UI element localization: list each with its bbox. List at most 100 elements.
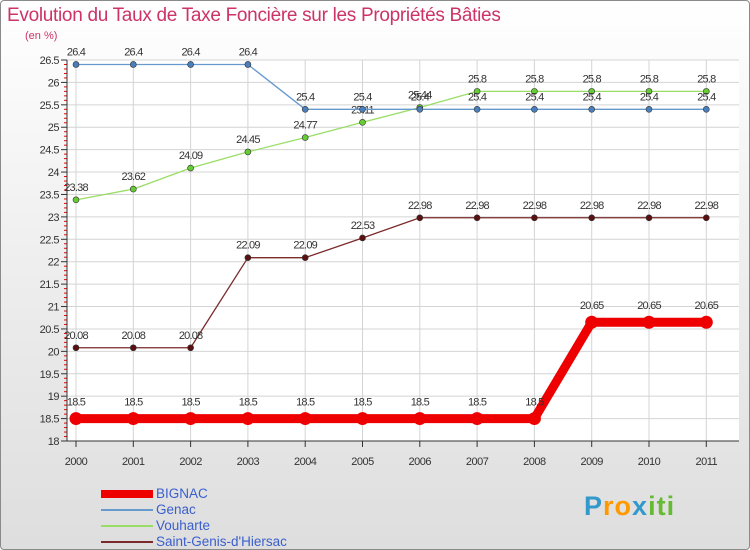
data-label: 18.5 <box>67 397 86 409</box>
y-tick-label: 19 <box>48 391 60 403</box>
data-point <box>699 315 713 329</box>
x-tick-label: 2007 <box>466 456 489 468</box>
data-label: 25.4 <box>411 91 430 103</box>
data-label: 26.4 <box>181 46 200 58</box>
series-line <box>71 317 711 424</box>
x-tick-label: 2006 <box>409 456 432 468</box>
y-tick-label: 25 <box>48 122 60 134</box>
data-point <box>187 164 194 172</box>
data-label: 23.38 <box>64 182 88 194</box>
data-point <box>69 412 83 426</box>
data-label: 18.5 <box>411 397 430 409</box>
x-tick-label: 2000 <box>65 456 88 468</box>
plot-area <box>67 60 739 441</box>
data-point <box>470 412 484 426</box>
data-point <box>473 106 481 113</box>
data-point <box>416 106 424 113</box>
data-point <box>359 234 366 242</box>
legend-item: Saint-Genis-d'Hiersac <box>101 534 287 550</box>
y-tick-label: 25.5 <box>40 100 60 112</box>
data-point <box>72 344 80 352</box>
legend-label: Genac <box>156 502 196 517</box>
data-label: 22.53 <box>351 220 375 232</box>
data-point <box>356 412 369 426</box>
data-label: 18.5 <box>181 397 200 409</box>
y-tick-label: 23 <box>48 212 60 224</box>
data-label: 22.09 <box>236 240 260 252</box>
logo-letter: i <box>666 491 676 521</box>
data-point <box>241 412 255 426</box>
data-point <box>645 106 653 113</box>
proxiti-logo: Proxiti <box>584 491 675 522</box>
legend-swatch <box>101 525 153 527</box>
y-tick-label: 20.5 <box>40 324 60 336</box>
data-point <box>301 254 309 261</box>
data-label: 22.98 <box>695 200 719 212</box>
data-point <box>588 88 596 95</box>
data-point <box>126 412 140 426</box>
data-label: 24.09 <box>179 150 203 162</box>
chart-title: Evolution du Taux de Taxe Foncière sur l… <box>7 5 501 26</box>
legend-swatch <box>101 541 153 543</box>
data-point <box>184 412 198 426</box>
logo-letter: x <box>632 491 649 521</box>
data-label: 25.4 <box>525 91 544 103</box>
data-point <box>187 344 194 352</box>
data-point <box>298 412 312 426</box>
data-label: 25.4 <box>296 91 315 103</box>
x-tick-label: 2005 <box>351 456 374 468</box>
data-point <box>244 148 252 156</box>
data-label: 22.98 <box>408 200 432 212</box>
x-tick-label: 2009 <box>580 456 603 468</box>
legend-swatch <box>101 490 153 498</box>
y-tick-label: 21.5 <box>40 279 60 291</box>
data-point <box>244 61 252 68</box>
y-tick-label: 22.5 <box>40 234 60 246</box>
data-point <box>531 88 538 95</box>
data-label: 24.45 <box>236 134 260 146</box>
data-point <box>702 88 710 95</box>
data-point <box>72 196 80 204</box>
data-label: 26.4 <box>239 46 258 58</box>
y-axis-unit-label: (en %) <box>25 30 58 42</box>
data-label: 20.08 <box>179 330 203 342</box>
x-tick-label: 2011 <box>695 456 717 468</box>
data-point <box>416 214 424 222</box>
legend-label: Vouharte <box>156 518 211 533</box>
data-label: 18.5 <box>468 397 487 409</box>
data-label: 25.4 <box>583 91 602 103</box>
data-label: 20.08 <box>122 330 146 342</box>
data-point <box>359 106 366 113</box>
legend-item: Vouharte <box>101 518 287 534</box>
data-label: 20.08 <box>64 330 88 342</box>
data-point <box>473 214 481 222</box>
data-label: 24.77 <box>293 120 317 132</box>
data-label: 22.98 <box>580 200 604 212</box>
y-tick-label: 23.5 <box>40 189 60 201</box>
data-point <box>702 106 710 113</box>
data-point <box>130 344 137 352</box>
data-point <box>244 254 252 261</box>
data-point <box>531 106 538 113</box>
data-label: 26.4 <box>67 46 86 58</box>
data-point <box>645 214 653 222</box>
data-point <box>527 412 541 426</box>
data-label: 18.5 <box>296 397 315 409</box>
data-point <box>585 315 599 329</box>
chart-legend: BIGNAC Genac Vouharte Saint-Genis-d'Hier… <box>101 486 287 550</box>
data-point <box>588 106 596 113</box>
data-label: 20.65 <box>695 300 719 312</box>
logo-letter: r <box>603 491 615 521</box>
y-tick-label: 18 <box>48 436 60 448</box>
data-label: 26.4 <box>124 46 143 58</box>
data-label: 18.5 <box>124 397 143 409</box>
y-tick-label: 18.5 <box>40 414 60 426</box>
data-point <box>301 106 309 113</box>
data-point <box>702 214 710 222</box>
data-point <box>359 119 366 126</box>
logo-letter: t <box>656 491 667 521</box>
data-label: 20.65 <box>637 300 661 312</box>
data-label: 22.98 <box>523 200 547 212</box>
